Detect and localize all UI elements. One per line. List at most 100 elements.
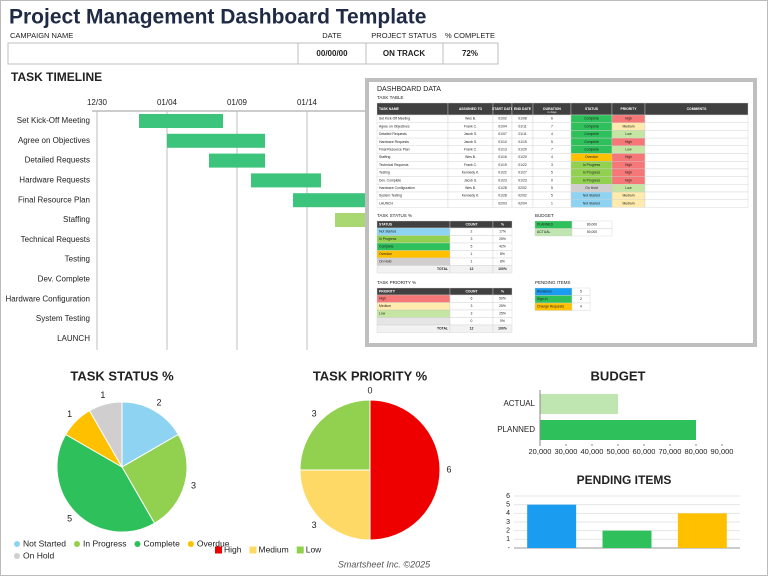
table-text: 1 (471, 252, 473, 256)
table-text: Low (625, 132, 632, 136)
table-text: High (379, 297, 386, 301)
table-text: 5 (551, 194, 553, 198)
legend-swatch (249, 546, 257, 554)
x-tick-label: 60,000 (633, 447, 656, 456)
task-label: Set Kick-Off Meeting (17, 116, 90, 125)
task-label: Final Resource Plan (18, 195, 90, 204)
gantt-bar (251, 173, 321, 188)
table-text: % (501, 222, 504, 226)
bar (540, 394, 618, 414)
table-text: STATUS (379, 222, 393, 226)
table-text: Not Started (583, 201, 600, 205)
pie-slice (56, 433, 156, 533)
y-tick-label: 1 (506, 536, 510, 543)
table-text: 01/02 (498, 117, 507, 121)
chart-title: TASK TIMELINE (11, 70, 102, 84)
panel-title: DASHBOARD DATA (377, 86, 441, 93)
field-value: ON TRACK (383, 49, 425, 58)
table-text: In Progress (583, 178, 601, 182)
table-text: 01/08 (518, 117, 527, 121)
table-text: % (501, 289, 504, 293)
table-text: 12 (470, 267, 474, 271)
field-label: PROJECT STATUS (371, 31, 436, 40)
table-text: Overdue (585, 155, 598, 159)
table-text: 4 (551, 132, 553, 136)
table-text: 02/04 (518, 201, 527, 205)
gantt-bar (139, 114, 223, 128)
table-cell (644, 168, 749, 177)
table-text: 01/11 (518, 132, 526, 136)
table-cell (376, 294, 451, 303)
table-title: BUDGET (535, 213, 554, 218)
table-text: Complete (584, 148, 599, 152)
table-text: 0 (471, 319, 473, 323)
table-text: Set Kick-Off Meeting (379, 117, 410, 121)
table-text: 7 (551, 148, 553, 152)
chart-title: PENDING ITEMS (577, 473, 672, 487)
table-cell (644, 130, 749, 139)
table-text: 01/15 (518, 140, 527, 144)
table-text: 3 (471, 237, 473, 241)
table-text: Low (625, 186, 632, 190)
pie-slice (299, 399, 371, 471)
bar (540, 420, 696, 440)
data-label: 2 (156, 397, 161, 407)
bar (527, 504, 577, 548)
data-label: 5 (67, 514, 72, 524)
data-label: 3 (312, 409, 317, 419)
table-text: 01/28 (498, 186, 507, 190)
table-title: TASK TABLE (377, 95, 404, 100)
chart-title: TASK STATUS % (70, 368, 174, 383)
table-title: TASK PRIORITY % (377, 280, 416, 285)
table-text: ACTUAL (537, 230, 550, 234)
table-text: In Progress (583, 163, 601, 167)
table-text: 4 (551, 155, 553, 159)
table-text: Complete (584, 117, 599, 121)
table-text: Sign-in (537, 297, 548, 301)
legend-label: In Progress (83, 538, 126, 548)
table-text: 50,000 (587, 230, 597, 234)
table-cell (644, 145, 749, 154)
table-text: 01/22 (518, 163, 527, 167)
table-text: COMMENTS (687, 107, 708, 111)
table-text: 50% (499, 297, 506, 301)
table-text: 5 (471, 245, 473, 249)
data-label: 0 (367, 385, 372, 395)
table-text: 01/13 (498, 148, 507, 152)
table-text: Frank C. (464, 148, 477, 152)
table-text: 3 (471, 312, 473, 316)
x-tick-label: 80,000 (685, 447, 708, 456)
table-cell (644, 160, 749, 170)
table-text: Technical Requests (379, 163, 409, 167)
x-tick-label: 20,000 (529, 447, 552, 456)
table-text: 01/20 (518, 148, 527, 152)
table-text: 3 (471, 304, 473, 308)
footer: Smartsheet Inc. ©2025 (338, 559, 431, 569)
chart-title: BUDGET (591, 368, 646, 383)
table-text: Revisions (537, 290, 552, 294)
y-tick-label: 3 (506, 519, 510, 526)
task-label: Detailed Requests (25, 156, 90, 165)
table-text: On Hold (379, 260, 392, 264)
table-text: Hardware Requests (379, 140, 409, 144)
bar (677, 513, 727, 548)
table-text: High (625, 163, 632, 167)
table-text: High (625, 171, 632, 175)
table-text: 12 (470, 327, 474, 331)
table-text: Agree on Objectives (379, 124, 410, 128)
table-text: Final Resource Plan (379, 148, 410, 152)
pie-slice (121, 401, 179, 468)
table-text: 2 (471, 230, 473, 234)
y-tick-label: PLANNED (497, 425, 535, 434)
table-text: 01/22 (498, 171, 507, 175)
table-text: 01/27 (518, 171, 527, 175)
table-text: Medium (622, 194, 634, 198)
table-cell (644, 137, 749, 147)
table-text: in days (548, 110, 557, 114)
table-text: Complete (584, 132, 599, 136)
table-text: 17% (499, 230, 506, 234)
table-text: END DATE (514, 107, 532, 111)
table-text: TOTAL (437, 267, 448, 271)
table-cell (644, 114, 749, 123)
